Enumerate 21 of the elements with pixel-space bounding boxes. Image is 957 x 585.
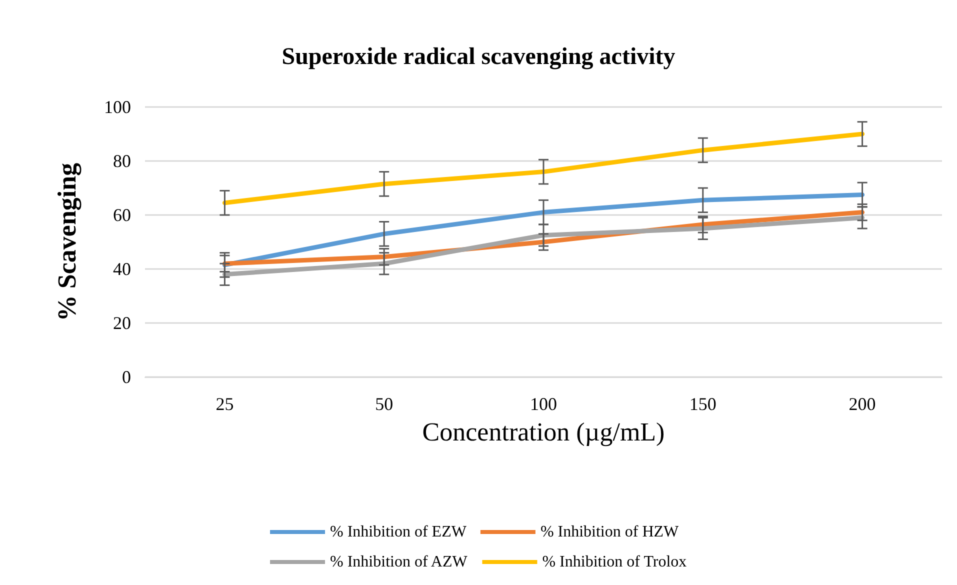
- legend-label: % Inhibition of HZW: [540, 524, 680, 540]
- line-series: [222, 215, 865, 277]
- legend-label: % Inhibition of EZW: [330, 524, 468, 540]
- x-tick-label: 200: [848, 394, 876, 414]
- x-tick-label: 50: [375, 394, 394, 414]
- y-tick-label: 20: [113, 313, 131, 333]
- x-axis-title: Concentration (µg/mL): [422, 418, 665, 446]
- x-tick-label: 150: [689, 394, 716, 414]
- y-tick-label: 100: [104, 97, 131, 117]
- legend-label: % Inhibition of Trolox: [542, 554, 687, 570]
- x-tick-label: 100: [530, 394, 557, 414]
- line-series: [222, 192, 865, 268]
- y-tick-label: 0: [122, 367, 131, 387]
- y-tick-label: 80: [113, 151, 131, 171]
- line-series: [222, 132, 865, 206]
- y-tick-label: 60: [113, 205, 131, 225]
- chart-title: Superoxide radical scavenging activity: [282, 44, 676, 70]
- legend-label: % Inhibition of AZW: [330, 554, 468, 570]
- y-axis-title: % Scavenging: [52, 162, 82, 322]
- x-tick-label: 25: [216, 394, 234, 414]
- y-tick-label: 40: [113, 259, 131, 279]
